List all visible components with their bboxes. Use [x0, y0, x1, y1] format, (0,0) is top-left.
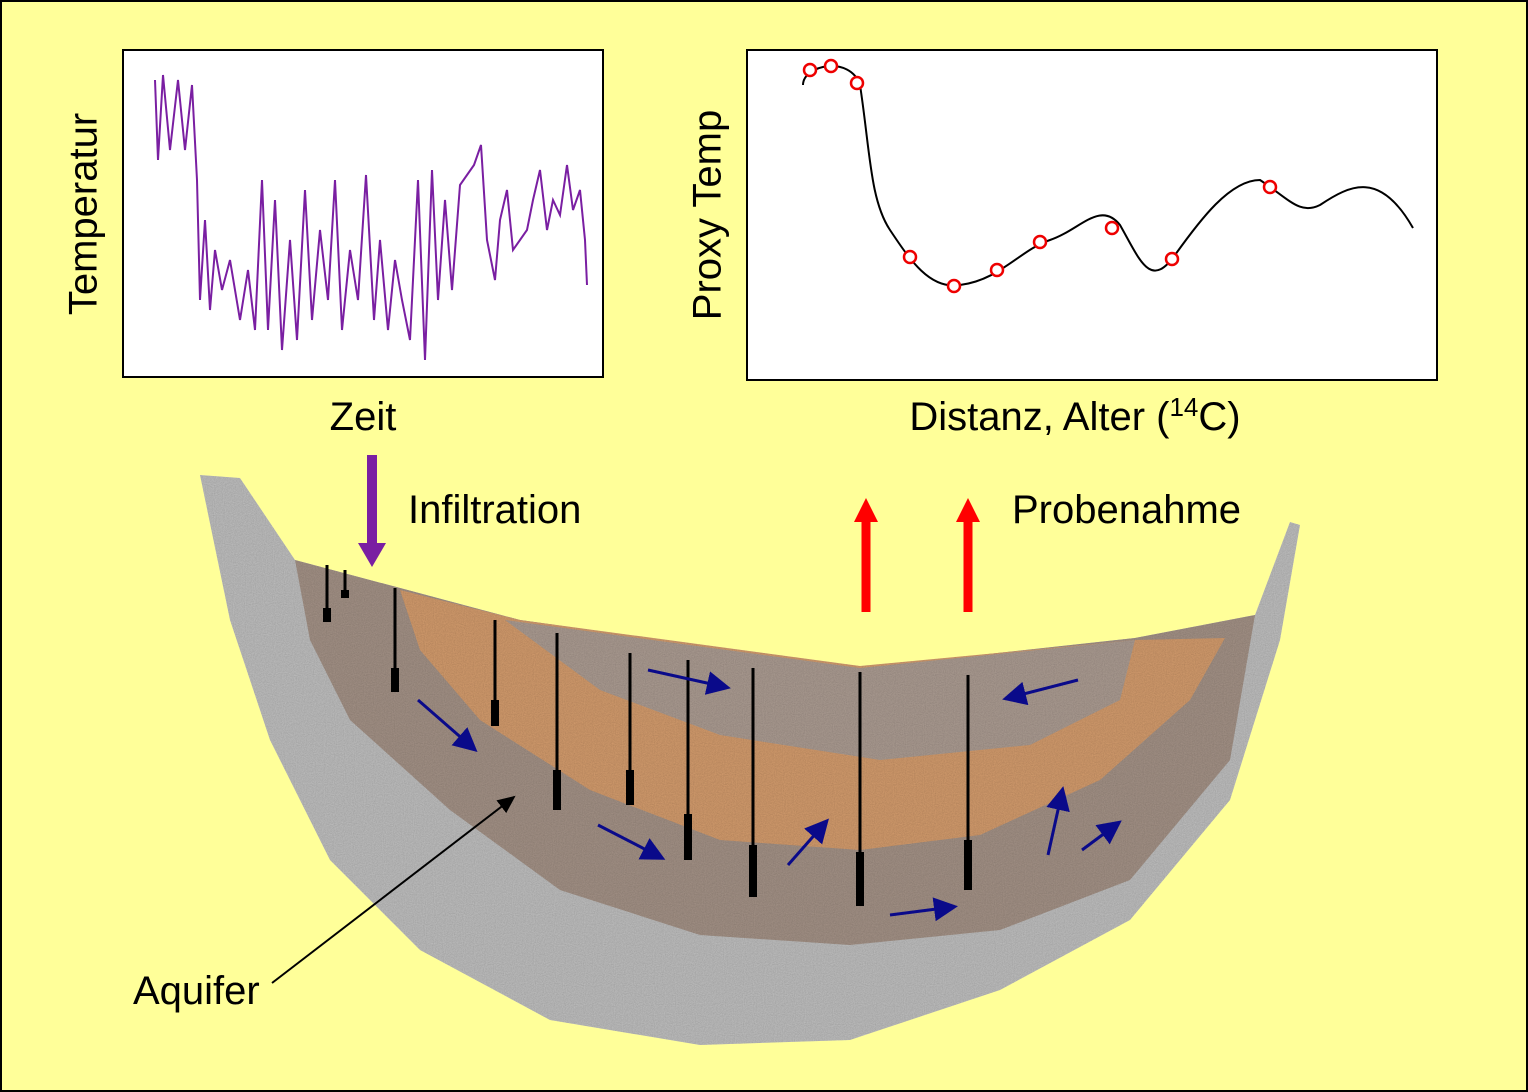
infiltration-label: Infiltration — [408, 488, 581, 532]
proxy-chart — [746, 49, 1438, 381]
basin — [200, 475, 1300, 1045]
x-axis-label-prefix: Distanz, Alter ( — [909, 395, 1170, 439]
sample-points — [802, 58, 1278, 294]
x-axis-label: Distanz, Alter (14C) — [909, 392, 1240, 439]
temperature-curve — [154, 74, 588, 361]
infiltration-arrow-head — [358, 543, 386, 567]
sampling-label: Probenahme — [1012, 488, 1241, 532]
x-axis-label-suffix: C) — [1198, 395, 1240, 439]
x-axis-label-superscript: 14 — [1169, 392, 1198, 422]
aquifer-pointer — [271, 795, 516, 984]
sampling-arrow-head — [854, 498, 878, 522]
y-axis-label: Temperatur — [62, 113, 106, 315]
x-axis-label: Zeit — [330, 395, 397, 439]
flow-arrows — [417, 668, 1122, 922]
aquifer-label: Aquifer — [133, 969, 260, 1013]
proxy-curve — [802, 65, 1414, 287]
y-axis-label: Proxy Temp — [686, 110, 730, 320]
wells — [323, 565, 972, 906]
sampling-arrow-head — [956, 498, 980, 522]
